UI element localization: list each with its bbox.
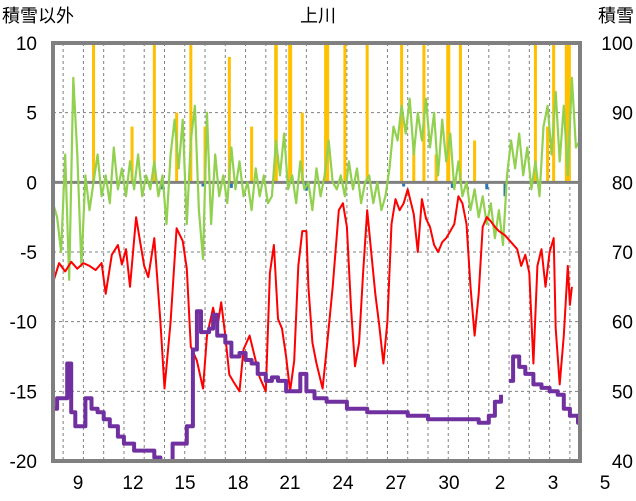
precip-bar — [473, 140, 477, 183]
precip-bar — [300, 112, 304, 183]
y-left-tick: 0 — [26, 173, 37, 194]
precip-bar — [130, 126, 134, 183]
plot-frame — [51, 41, 582, 463]
y-left-tick: -20 — [10, 452, 37, 473]
precip-bar — [227, 56, 231, 183]
precip-bar — [564, 43, 571, 183]
precip-bar — [546, 126, 550, 183]
y-right-tick: 80 — [612, 173, 633, 194]
precip-bar — [189, 43, 193, 183]
precip-bar — [458, 43, 462, 183]
y-left-tick: 10 — [16, 34, 37, 55]
y-left-tick: -5 — [20, 243, 37, 264]
x-tick: 3 — [548, 473, 559, 494]
precip-bar — [324, 43, 330, 183]
y-left-ticks: 10 5 0 -5 -10 -15 -20 — [10, 34, 37, 473]
x-tick: 12 — [122, 473, 143, 494]
negative-bar — [402, 182, 406, 187]
y-right-tick: 40 — [612, 452, 633, 473]
y-right-label: 積雪 — [598, 6, 634, 27]
x-tick: 15 — [174, 473, 195, 494]
y-right-tick: 100 — [601, 34, 633, 55]
x-tick: 30 — [438, 473, 459, 494]
precip-bar — [446, 43, 451, 183]
snow-depth-line — [509, 354, 582, 430]
precip-bar — [274, 43, 278, 183]
y-right-tick: 70 — [612, 243, 633, 264]
precip-bar — [343, 43, 347, 183]
x-tick: 5 — [600, 473, 611, 494]
precip-bar — [412, 140, 416, 183]
series-lines — [51, 76, 582, 463]
y-right-ticks: 100 90 80 70 60 50 40 — [601, 34, 633, 473]
negative-bar — [485, 182, 489, 190]
x-tick: 18 — [227, 473, 248, 494]
precip-bar — [365, 43, 369, 183]
precip-bar — [434, 154, 438, 183]
precip-bar — [250, 126, 254, 183]
y-left-tick: -10 — [10, 313, 37, 334]
y-left-tick: -15 — [10, 382, 37, 403]
precip-bar — [533, 43, 537, 183]
x-tick: 27 — [385, 473, 406, 494]
x-tick: 24 — [332, 473, 354, 494]
negative-bar — [229, 182, 233, 188]
chart-title: 上川 — [300, 6, 336, 27]
y-right-tick: 90 — [612, 104, 633, 125]
y-left-tick: 5 — [26, 104, 37, 125]
negative-bar — [201, 182, 205, 187]
green-line — [51, 76, 581, 281]
x-tick: 21 — [279, 473, 300, 494]
precip-bar — [152, 43, 156, 183]
y-right-tick: 60 — [612, 313, 633, 334]
y-right-tick: 50 — [612, 382, 633, 403]
y-left-label: 積雪以外 — [2, 6, 74, 27]
x-tick: 2 — [495, 473, 506, 494]
precip-bar — [288, 43, 293, 183]
x-ticks: 9 12 15 18 21 24 27 30 2 3 5 — [73, 473, 611, 494]
temperature-line — [52, 188, 573, 393]
negative-bar — [450, 182, 454, 188]
snow-depth-line — [53, 309, 503, 463]
negative-bar — [503, 182, 507, 197]
x-tick: 9 — [73, 473, 84, 494]
precip-bar — [92, 43, 96, 183]
